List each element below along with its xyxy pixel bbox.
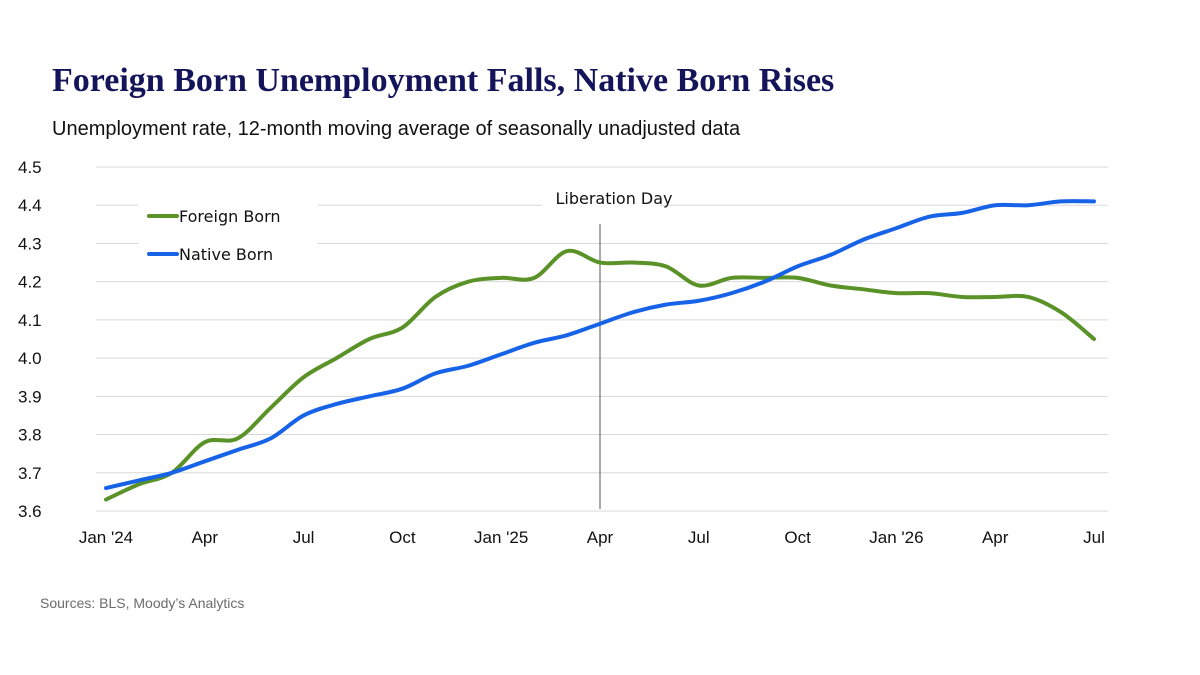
chart-title: Foreign Born Unemployment Falls, Native …: [52, 62, 835, 99]
x-tick-label: Jan '26: [869, 528, 923, 547]
annotation-label-bg: [542, 185, 660, 211]
y-tick-label: 4.2: [18, 273, 42, 292]
x-tick-label: Jul: [1083, 528, 1105, 547]
source-note: Sources: BLS, Moody’s Analytics: [40, 595, 245, 611]
x-tick-label: Oct: [389, 528, 416, 547]
legend-label-native-born: Native Born: [179, 245, 273, 264]
x-tick-label: Apr: [587, 528, 614, 547]
series-line-foreign-born: [104, 248, 1096, 502]
legend-background: [138, 198, 318, 272]
x-tick-label: Jul: [688, 528, 710, 547]
y-tick-label: 3.8: [18, 426, 42, 445]
y-tick-label: 4.0: [18, 349, 42, 368]
x-tick-label: Apr: [982, 528, 1009, 547]
y-tick-label: 3.6: [18, 502, 42, 521]
x-tick-label: Oct: [784, 528, 811, 547]
y-tick-label: 3.7: [18, 464, 42, 483]
y-tick-label: 4.5: [18, 158, 42, 177]
x-tick-label: Jan '24: [79, 528, 133, 547]
y-tick-label: 3.9: [18, 387, 42, 406]
y-tick-label: 4.3: [18, 234, 42, 253]
x-tick-label: Jul: [293, 528, 315, 547]
y-tick-label: 4.1: [18, 311, 42, 330]
series-line-native-born: [104, 199, 1096, 491]
x-tick-label: Jan '25: [474, 528, 528, 547]
x-tick-label: Apr: [192, 528, 219, 547]
legend-label-foreign-born: Foreign Born: [179, 207, 281, 226]
chart-subtitle: Unemployment rate, 12-month moving avera…: [52, 118, 741, 140]
annotation-label: Liberation Day: [555, 189, 672, 208]
y-tick-label: 4.4: [18, 196, 42, 215]
